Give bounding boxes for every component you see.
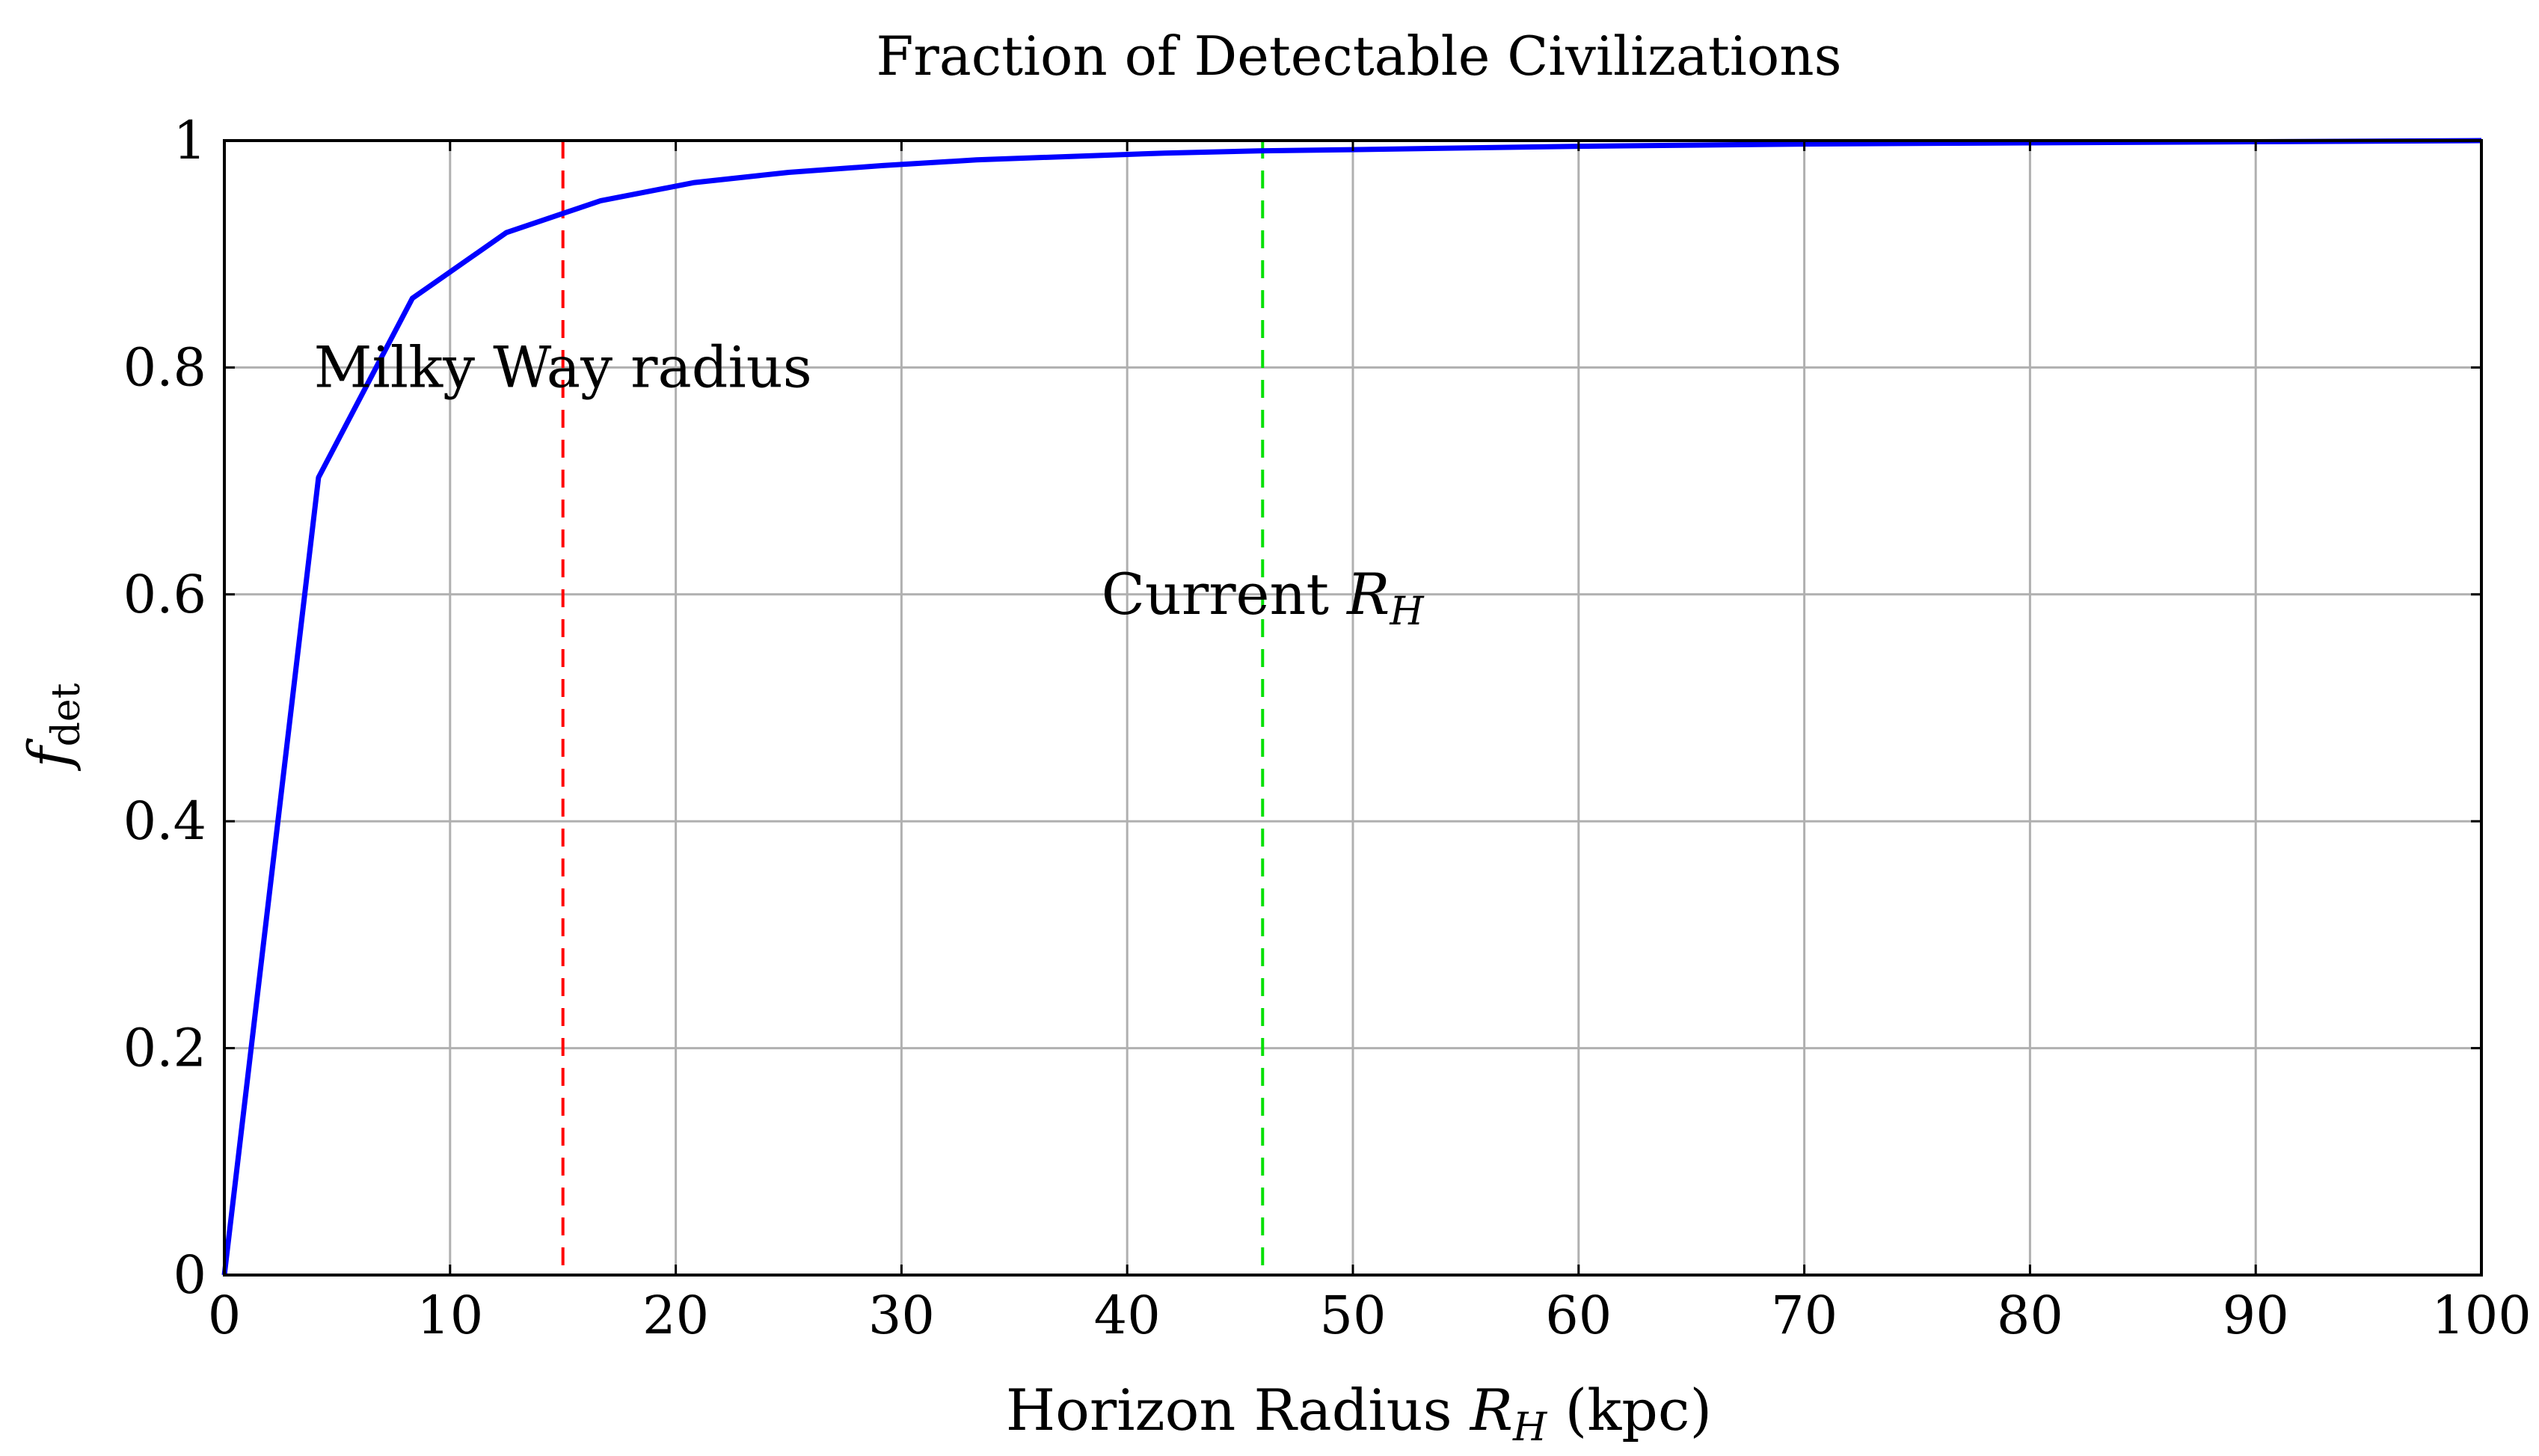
y-tick-label: 0.6 — [123, 564, 206, 625]
x-tick-label: 10 — [417, 1285, 483, 1346]
chart-title: Fraction of Detectable Civilizations — [876, 25, 1841, 87]
x-tick-label: 20 — [642, 1285, 709, 1346]
x-tick-label: 50 — [1319, 1285, 1386, 1346]
reference-label-text: Current — [1102, 561, 1347, 627]
x-axis-label-prefix: Horizon Radius — [1006, 1377, 1470, 1443]
x-tick-label: 90 — [2223, 1285, 2289, 1346]
ticks: 0 10 20 30 40 50 60 70 80 90 100 0 0.2 0.4 0.6 0.8 1 — [123, 110, 2532, 1346]
y-tick-label: 0.4 — [123, 790, 206, 852]
reference-label-0: Milky Way radius — [314, 334, 812, 400]
y-tick-label: 1 — [173, 110, 206, 171]
x-tick-label: 0 — [208, 1285, 242, 1346]
reference-label-text: Milky Way radius — [314, 334, 812, 400]
reference-label-sub: H — [1389, 589, 1425, 634]
x-tick-label: 70 — [1771, 1285, 1838, 1346]
x-axis-label-suffix: (kpc) — [1547, 1377, 1712, 1443]
y-tick-label: 0.8 — [123, 337, 206, 398]
x-tick-label: 80 — [1997, 1285, 2063, 1346]
x-axis-label-var: R — [1469, 1377, 1513, 1443]
x-tick-label: 30 — [868, 1285, 935, 1346]
series-line-0 — [221, 138, 2482, 1276]
series-layer — [221, 138, 2482, 1276]
y-tick-label: 0.2 — [123, 1018, 206, 1079]
reference-label-var: R — [1345, 561, 1390, 627]
x-tick-label: 60 — [1545, 1285, 1612, 1346]
y-axis-label-sub: det — [44, 683, 89, 746]
y-axis-label: fdet — [16, 683, 89, 771]
x-tick-label: 40 — [1094, 1285, 1161, 1346]
reference-lines — [561, 141, 1265, 1275]
x-axis-label: Horizon Radius RH (kpc) — [1006, 1377, 1712, 1450]
y-tick-label: 0 — [173, 1244, 206, 1306]
annotations: Milky Way radius Current RH — [314, 334, 1425, 633]
x-axis-label-sub: H — [1512, 1405, 1548, 1450]
reference-label-1: Current RH — [1102, 561, 1425, 634]
x-tick-label: 100 — [2431, 1285, 2532, 1346]
